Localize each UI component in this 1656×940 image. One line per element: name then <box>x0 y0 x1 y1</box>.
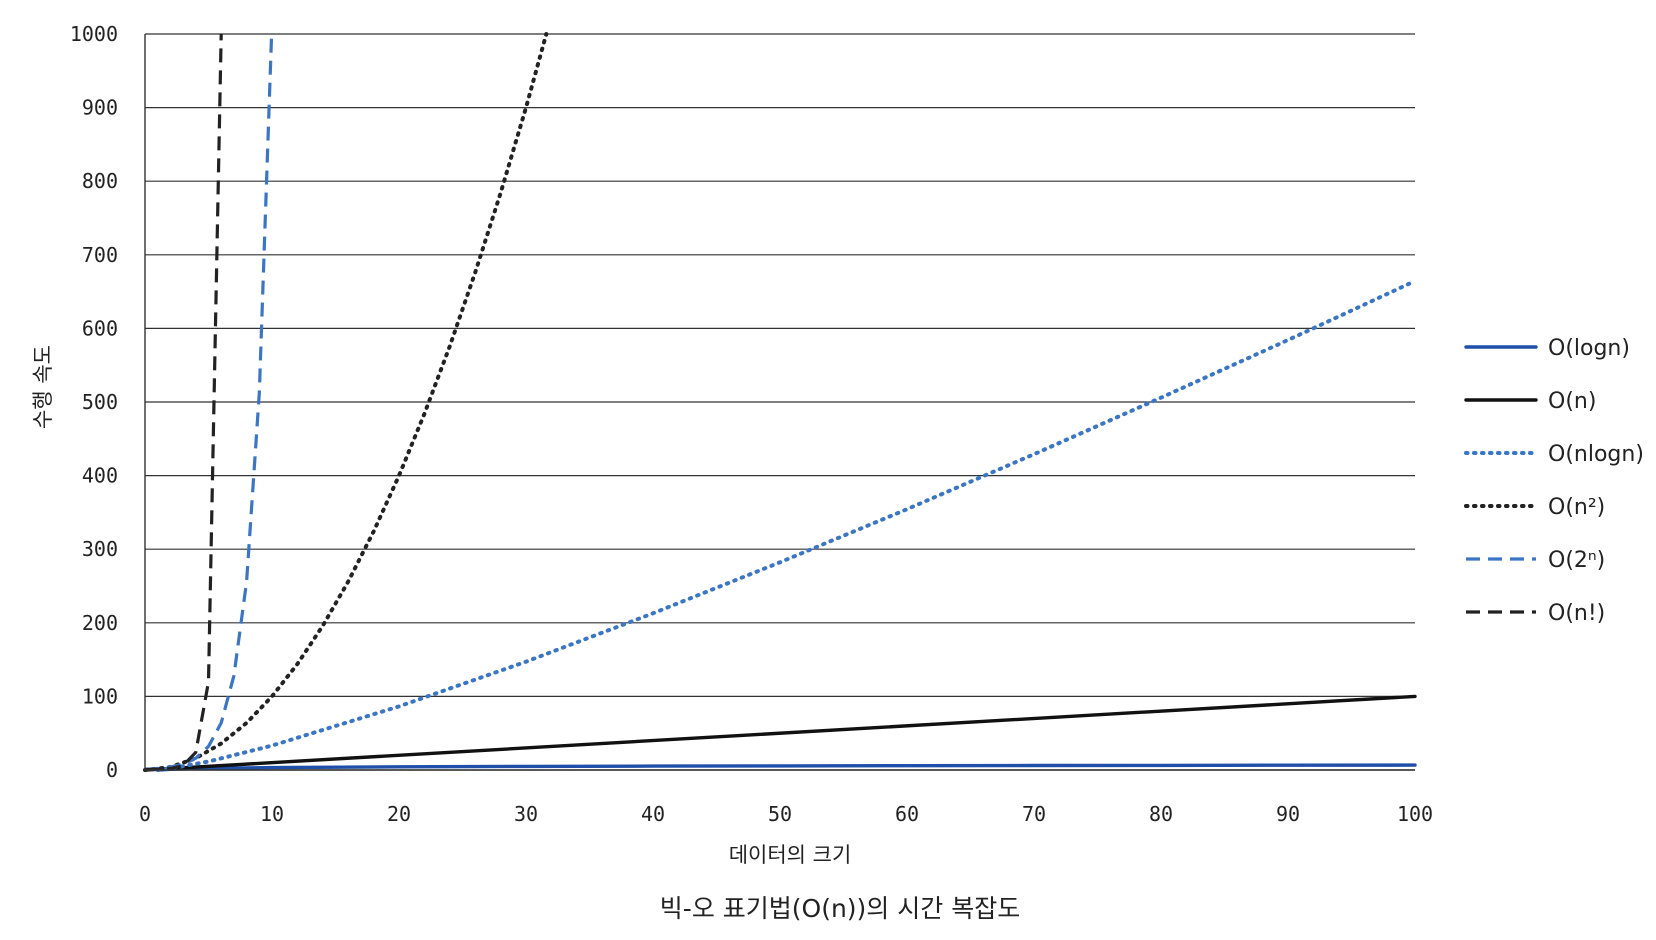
y-tick-label-900: 900 <box>82 96 118 120</box>
legend-item-3: O(n²) <box>1464 495 1605 520</box>
gridlines <box>145 33 1415 771</box>
x-axis-label: 데이터의 크기 <box>729 843 852 867</box>
y-tick-labels: 0 100 200 300 400 500 600 700 800 900 1000 <box>70 22 118 782</box>
series-line-3 <box>143 32 549 772</box>
x-tick-label-70: 70 <box>1022 802 1046 826</box>
legend-item-0: O(logn) <box>1464 336 1630 361</box>
legend-label-4: O(2ⁿ) <box>1548 548 1605 573</box>
axes <box>144 34 1415 771</box>
x-tick-label-90: 90 <box>1276 802 1300 826</box>
y-axis-label: 수행 속도 <box>31 345 55 429</box>
legend-label-5: O(n!) <box>1548 601 1605 626</box>
series-line-4 <box>144 33 274 771</box>
x-tick-label-40: 40 <box>641 802 665 826</box>
y-tick-label-800: 800 <box>82 169 118 193</box>
legend-item-1: O(n) <box>1464 389 1596 414</box>
legend-label-3: O(n²) <box>1548 495 1605 520</box>
x-tick-label-0: 0 <box>139 802 151 826</box>
y-tick-label-700: 700 <box>82 243 118 267</box>
x-tick-label-10: 10 <box>260 802 284 826</box>
series-line-2 <box>155 279 1417 772</box>
y-tick-label-300: 300 <box>82 537 118 561</box>
y-tick-label-1000: 1000 <box>70 22 118 46</box>
chart-caption: 빅-오 표기법(O(n))의 시간 복잡도 <box>660 894 1020 923</box>
x-tick-label-60: 60 <box>895 802 919 826</box>
y-tick-label-600: 600 <box>82 316 118 340</box>
series-line-0 <box>155 763 1417 772</box>
y-tick-label-500: 500 <box>82 390 118 414</box>
series-line-1 <box>143 694 1417 772</box>
legend-label-0: O(logn) <box>1548 336 1630 361</box>
x-tick-label-100: 100 <box>1397 802 1433 826</box>
legend: O(logn) O(n) O(nlogn) O(n²) O(2ⁿ) O(n!) <box>1464 336 1644 626</box>
x-tick-label-50: 50 <box>768 802 792 826</box>
x-tick-label-80: 80 <box>1149 802 1173 826</box>
y-tick-label-100: 100 <box>82 684 118 708</box>
y-tick-label-400: 400 <box>82 464 118 488</box>
legend-item-2: O(nlogn) <box>1464 442 1644 467</box>
legend-item-5: O(n!) <box>1466 601 1605 626</box>
y-tick-label-200: 200 <box>82 611 118 635</box>
x-tick-label-20: 20 <box>387 802 411 826</box>
legend-item-4: O(2ⁿ) <box>1466 548 1605 573</box>
x-tick-labels: 0 10 20 30 40 50 60 70 80 90 100 <box>139 802 1433 826</box>
legend-label-1: O(n) <box>1548 389 1596 414</box>
y-tick-label-0: 0 <box>106 758 118 782</box>
legend-label-2: O(nlogn) <box>1548 442 1644 467</box>
x-tick-label-30: 30 <box>514 802 538 826</box>
